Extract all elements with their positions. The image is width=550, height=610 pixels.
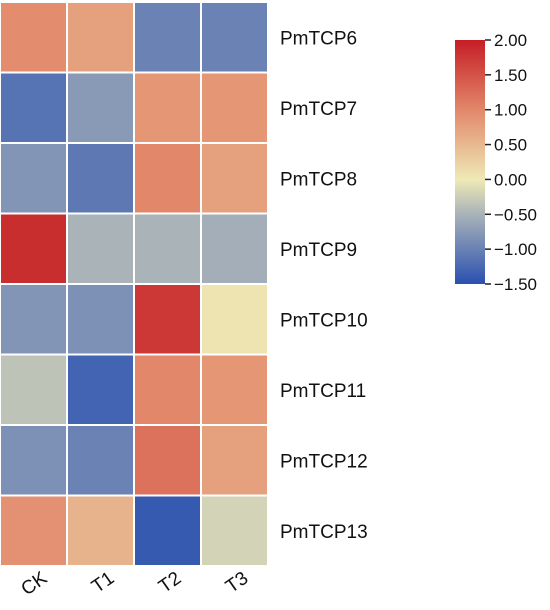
heatmap-cell-PmTCP13-T3 [200,494,269,567]
heatmap-cell-PmTCP6-T2 [133,1,202,74]
heatmap-cell-PmTCP10-T2 [133,283,202,356]
heatmap-cell-PmTCP6-T3 [200,1,269,74]
heatmap-cell-PmTCP10-CK [0,283,68,356]
column-label: T3 [222,568,252,598]
colorbar-gradient [455,40,485,284]
heatmap-cell-PmTCP11-CK [0,353,68,426]
row-label: PmTCP7 [280,99,357,120]
heatmap-cell-PmTCP8-T1 [66,142,135,215]
heatmap-cells [0,1,269,567]
heatmap-cell-PmTCP9-T3 [200,212,269,285]
row-label: PmTCP9 [280,240,357,261]
heatmap-cell-PmTCP8-T2 [133,142,202,215]
heatmap-cell-PmTCP7-T1 [66,71,135,144]
colorbar-tick-label: 0.50 [494,136,527,155]
heatmap-cell-PmTCP6-T1 [66,1,135,74]
heatmap-cell-PmTCP6-CK [0,1,68,74]
heatmap-cell-PmTCP11-T2 [133,353,202,426]
row-label: PmTCP10 [280,310,368,331]
heatmap-cell-PmTCP7-T3 [200,71,269,144]
row-label: PmTCP12 [280,451,368,472]
heatmap-cell-PmTCP9-T1 [66,212,135,285]
heatmap-cell-PmTCP11-T3 [200,353,269,426]
column-label: T2 [155,568,185,598]
heatmap-cell-PmTCP8-T3 [200,142,269,215]
colorbar: 2.00 1.50 1.00 0.50 0.00 −0.50 −1.00 −1.50 [455,31,537,294]
colorbar-tick-label: 1.00 [494,101,527,120]
row-label: PmTCP13 [280,522,368,543]
heatmap-cell-PmTCP13-CK [0,494,68,567]
heatmap-cell-PmTCP10-T3 [200,283,269,356]
colorbar-tick-label: −0.50 [494,205,537,224]
column-label: CK [18,568,52,601]
heatmap-cell-PmTCP13-T1 [66,494,135,567]
column-label: T1 [88,568,118,598]
heatmap-cell-PmTCP9-T2 [133,212,202,285]
heatmap-cell-PmTCP9-CK [0,212,68,285]
heatmap-cell-PmTCP12-CK [0,424,68,497]
row-label: PmTCP8 [280,169,357,190]
colorbar-tick-label: −1.50 [494,275,537,294]
row-labels: PmTCP6 PmTCP7 PmTCP8 PmTCP9 PmTCP10 PmTCP11 Pm… [280,28,368,543]
colorbar-tick-label: 2.00 [494,31,527,50]
heatmap-cell-PmTCP12-T3 [200,424,269,497]
heatmap-cell-PmTCP7-T2 [133,71,202,144]
heatmap-cell-PmTCP12-T2 [133,424,202,497]
colorbar-tick-label: 0.00 [494,170,527,189]
heatmap-cell-PmTCP7-CK [0,71,68,144]
heatmap-cell-PmTCP8-CK [0,142,68,215]
colorbar-tick-label: 1.50 [494,66,527,85]
row-label: PmTCP11 [280,381,366,402]
heatmap-cell-PmTCP11-T1 [66,353,135,426]
colorbar-tick-label: −1.00 [494,240,537,259]
row-label: PmTCP6 [280,28,357,49]
heatmap-cell-PmTCP12-T1 [66,424,135,497]
heatmap-cell-PmTCP10-T1 [66,283,135,356]
column-labels: CK T1 T2 T3 [18,568,253,601]
heatmap-cell-PmTCP13-T2 [133,494,202,567]
